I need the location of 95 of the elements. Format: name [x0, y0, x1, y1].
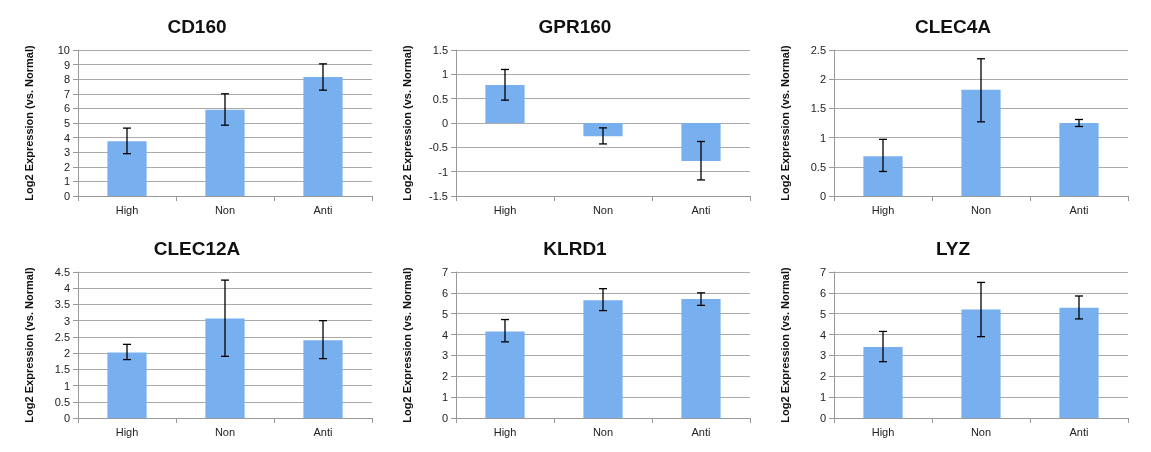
y-tick-label: -1	[438, 165, 448, 178]
y-tick-label: 0	[63, 412, 70, 424]
y-tick-label: 3.5	[54, 298, 70, 311]
y-tick-label: 8	[63, 73, 70, 86]
y-tick-label: -0.5	[429, 141, 448, 154]
x-tick-label: Anti	[1069, 203, 1089, 216]
bar	[583, 300, 623, 418]
x-tick-label: High	[493, 203, 517, 216]
y-tick-label: 2	[441, 370, 448, 383]
y-tick-label: 2	[819, 73, 826, 86]
y-tick-label: 3	[441, 349, 448, 362]
y-tick-label: 1	[63, 379, 70, 392]
y-tick-label: 5	[819, 307, 826, 320]
x-tick-label: Anti	[691, 203, 711, 216]
x-tick-label: Non	[592, 203, 614, 216]
y-tick-label: 1	[819, 391, 826, 404]
chart-title: CD160	[167, 16, 227, 37]
y-tick-label: 6	[441, 286, 448, 299]
y-tick-label: 1	[819, 131, 826, 144]
y-tick-label: 6	[819, 286, 826, 299]
y-tick-label: 3	[63, 314, 70, 327]
y-axis-title: Log2 Expression (vs. Normal)	[400, 45, 413, 201]
bar	[205, 109, 245, 196]
bar	[681, 299, 721, 418]
chart-title: GPR160	[538, 16, 612, 37]
y-tick-label: 1.5	[810, 102, 826, 115]
x-tick-label: High	[871, 203, 895, 216]
chart-title: CLEC4A	[914, 16, 992, 37]
y-axis-title: Log2 Expression (vs. Normal)	[22, 45, 35, 201]
bar	[107, 141, 147, 196]
x-tick-label: Non	[214, 203, 236, 216]
y-tick-label: 6	[63, 102, 70, 115]
y-tick-label: 4	[441, 328, 448, 341]
bar	[961, 309, 1001, 418]
x-tick-label: Non	[970, 203, 992, 216]
y-tick-label: 0.5	[810, 160, 826, 173]
bar	[205, 318, 245, 418]
bar	[863, 156, 903, 196]
y-tick-label: 5	[441, 307, 448, 320]
y-tick-label: 3	[63, 146, 70, 159]
bar	[303, 77, 343, 196]
y-tick-label: 2	[63, 347, 70, 360]
y-tick-label: 0.5	[54, 395, 70, 408]
y-tick-label: 10	[57, 44, 70, 56]
x-tick-label: High	[493, 425, 517, 438]
y-tick-label: 2	[63, 160, 70, 173]
y-tick-label: 0.5	[432, 92, 448, 105]
chart-title: LYZ	[935, 238, 971, 259]
y-tick-label: 1	[63, 175, 70, 188]
y-tick-label: 1	[441, 391, 448, 404]
y-tick-label: 4	[63, 131, 70, 144]
x-tick-label: Non	[214, 425, 236, 438]
y-axis-title: Log2 Expression (vs. Normal)	[778, 267, 791, 423]
y-tick-label: 7	[819, 266, 826, 278]
x-tick-label: Anti	[1069, 425, 1089, 438]
x-tick-label: High	[115, 203, 139, 216]
x-tick-label: Anti	[691, 425, 711, 438]
y-tick-label: 0	[819, 190, 826, 202]
y-axis-title: Log2 Expression (vs. Normal)	[778, 45, 791, 201]
y-tick-label: 0	[441, 117, 448, 129]
x-tick-label: Non	[592, 425, 614, 438]
y-tick-label: 0	[819, 412, 826, 424]
x-tick-label: Anti	[313, 203, 333, 216]
y-tick-label: 4	[819, 328, 826, 341]
bar	[863, 347, 903, 418]
x-tick-label: High	[871, 425, 895, 438]
bar	[485, 331, 525, 418]
y-tick-label: 2.5	[54, 330, 70, 343]
bar	[961, 89, 1001, 196]
chart-title: KLRD1	[543, 238, 608, 259]
y-tick-label: 0	[441, 412, 448, 424]
bar	[107, 352, 147, 418]
x-tick-label: High	[115, 425, 139, 438]
y-axis-title: Log2 Expression (vs. Normal)	[22, 267, 35, 423]
y-tick-label: -1.5	[429, 190, 448, 202]
y-axis-title: Log2 Expression (vs. Normal)	[400, 267, 413, 423]
y-tick-label: 7	[441, 266, 448, 278]
y-tick-label: 5	[63, 117, 70, 129]
y-tick-label: 1.5	[54, 363, 70, 376]
bar	[1059, 123, 1099, 196]
y-tick-label: 1	[441, 68, 448, 81]
x-tick-label: Anti	[313, 425, 333, 438]
y-tick-label: 4.5	[54, 266, 70, 278]
y-tick-label: 1.5	[432, 44, 448, 56]
y-tick-label: 7	[63, 87, 70, 100]
y-tick-label: 9	[63, 58, 70, 71]
bar	[1059, 307, 1099, 418]
y-tick-label: 2	[819, 370, 826, 383]
y-tick-label: 3	[819, 349, 826, 362]
y-tick-label: 2.5	[810, 44, 826, 56]
y-tick-label: 4	[63, 282, 70, 295]
y-tick-label: 0	[63, 190, 70, 202]
chart-title: CLEC12A	[153, 238, 241, 259]
x-tick-label: Non	[970, 425, 992, 438]
bar	[303, 340, 343, 418]
